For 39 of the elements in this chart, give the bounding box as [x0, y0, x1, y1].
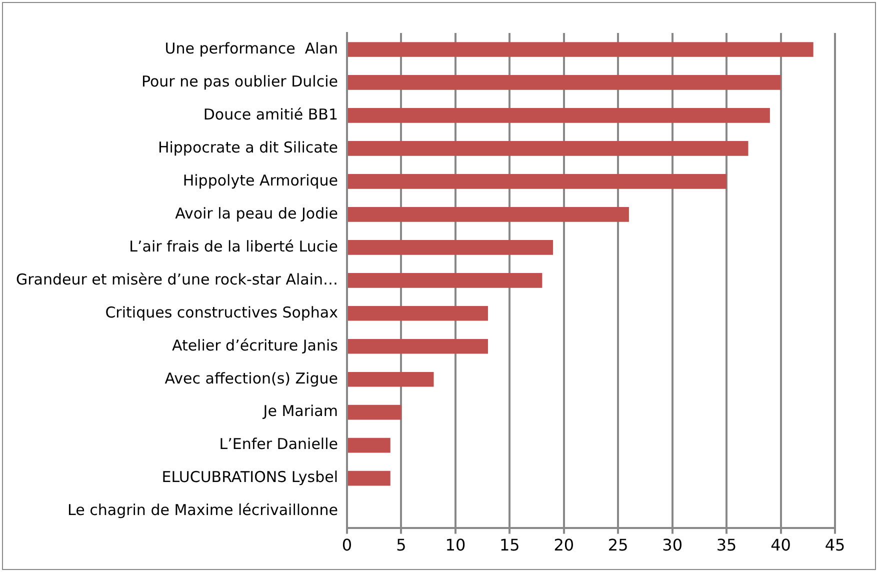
y-tick-label: Le chagrin de Maxime lécrivaillonne	[68, 501, 338, 520]
y-tick-label: Atelier d’écriture Janis	[172, 336, 338, 354]
x-tick-label: 10	[445, 536, 466, 555]
y-tick-label: Pour ne pas oublier Dulcie	[141, 72, 338, 90]
bar	[348, 372, 434, 387]
bar	[348, 141, 748, 156]
y-tick-label: Hippolyte Armorique	[182, 171, 338, 190]
bar	[348, 470, 390, 486]
y-tick-label: Une performance Alan	[164, 39, 338, 58]
x-tick-label: 20	[554, 536, 574, 555]
y-tick-label: L’Enfer Danielle	[219, 435, 338, 454]
bar	[348, 42, 814, 57]
y-tick-label: Grandeur et misère d’une rock-star Alain…	[16, 270, 338, 288]
y-tick-label: Je Mariam	[262, 402, 338, 420]
y-tick-label: Critiques constructives Sophax	[105, 303, 338, 322]
y-tick-label: Douce amitié BB1	[203, 105, 338, 124]
x-tick-label: 40	[770, 536, 791, 555]
bar	[348, 108, 770, 123]
bar	[348, 272, 542, 288]
x-tick-label: 25	[608, 536, 628, 555]
y-tick-label: Avoir la peau de Jodie	[175, 204, 338, 222]
y-tick-label: L’air frais de la liberté Lucie	[129, 237, 338, 256]
bar	[348, 174, 727, 189]
y-tick-label: ELUCUBRATIONS Lysbel	[162, 468, 338, 486]
x-tick-label: 45	[824, 536, 846, 555]
bar	[348, 240, 554, 255]
bar	[348, 438, 390, 453]
x-tick-label: 15	[499, 536, 520, 555]
bar	[348, 207, 629, 222]
y-tick-label: Hippocrate a dit Silicate	[158, 138, 338, 156]
bar	[348, 75, 781, 90]
x-tick-label: 5	[396, 536, 406, 555]
x-tick-label: 35	[716, 536, 737, 555]
y-tick-label: Avec affection(s) Zigue	[164, 369, 338, 388]
bar	[348, 306, 488, 321]
x-tick-label: 0	[342, 536, 352, 555]
bar	[348, 338, 488, 354]
bar	[348, 404, 402, 420]
x-tick-label: 30	[662, 536, 683, 555]
